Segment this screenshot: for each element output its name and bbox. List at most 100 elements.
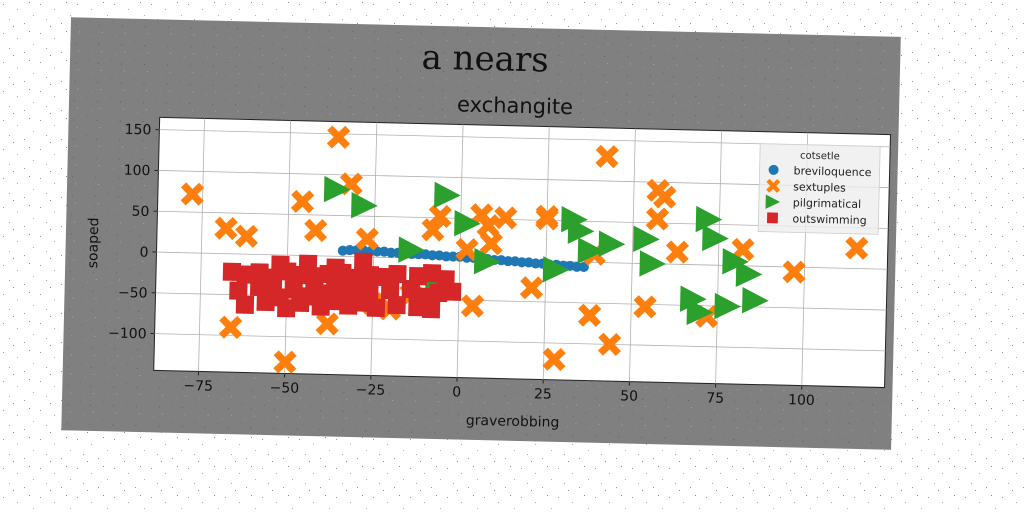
sextuples-point bbox=[180, 182, 205, 206]
grid bbox=[154, 118, 891, 386]
legend-label-pilgrimatical: pilgrimatical bbox=[793, 196, 862, 211]
sextuples-point bbox=[479, 231, 503, 256]
sextuples-point bbox=[428, 204, 452, 228]
x-gridline bbox=[198, 118, 205, 372]
sextuples-point bbox=[653, 185, 677, 209]
legend-marker-breviloquence bbox=[768, 164, 779, 175]
sextuples-point bbox=[665, 240, 690, 264]
y-tick-label: −50 bbox=[118, 285, 148, 302]
outswimming-point bbox=[339, 296, 358, 315]
pilgrimatical-point bbox=[741, 286, 769, 314]
pilgrimatical-point bbox=[598, 230, 626, 257]
sextuples-point bbox=[577, 303, 602, 328]
sextuples-point bbox=[597, 332, 622, 357]
sextuples-point bbox=[455, 237, 479, 262]
x-axis-label: graverobbing bbox=[466, 413, 560, 431]
outswimming-point bbox=[354, 252, 373, 272]
sextuples-point bbox=[315, 312, 339, 336]
pilgrimatical-point bbox=[577, 237, 605, 264]
pilgrimatical-point bbox=[351, 192, 378, 219]
pilgrimatical-point bbox=[633, 225, 660, 252]
sextuples-point bbox=[845, 236, 869, 260]
pilgrimatical-point bbox=[702, 224, 729, 252]
x-gridline bbox=[629, 128, 636, 382]
sextuples-point bbox=[214, 216, 238, 241]
y-tick-label: 50 bbox=[131, 204, 149, 220]
x-tick-label: 50 bbox=[620, 388, 638, 404]
outswimming-point bbox=[421, 299, 441, 319]
figure-suptitle: a nears bbox=[421, 38, 549, 81]
sextuples-point bbox=[218, 315, 243, 339]
pilgrimatical-point bbox=[639, 250, 667, 277]
outswimming-point bbox=[222, 262, 242, 281]
legend-label-breviloquence: breviloquence bbox=[793, 164, 871, 179]
outswimming-point bbox=[429, 283, 448, 303]
pilgrimatical-point bbox=[454, 209, 481, 237]
sextuples-point bbox=[234, 224, 259, 248]
sextuples-point bbox=[303, 218, 328, 243]
x-gridline bbox=[715, 130, 722, 384]
outswimming-point bbox=[298, 287, 317, 306]
pilgrimatical-point bbox=[679, 285, 707, 312]
sextuples-point bbox=[535, 204, 559, 229]
sextuples-point bbox=[519, 276, 544, 300]
pilgrimatical-point bbox=[323, 175, 351, 203]
sextuples-point bbox=[476, 213, 500, 238]
outswimming-point bbox=[229, 281, 248, 300]
y-tick-label: 0 bbox=[139, 245, 148, 261]
outswimming-point bbox=[311, 297, 330, 316]
sextuples-point bbox=[595, 144, 619, 169]
y-tick-label: −100 bbox=[108, 326, 147, 343]
axis-ticks: −75 −50 −25 0 25 50 75 100 −100 −50 0 50 100 150 bbox=[108, 122, 815, 409]
y-tick-label: 150 bbox=[124, 122, 151, 139]
sextuples-point bbox=[782, 260, 806, 284]
y-gridline bbox=[154, 333, 886, 352]
x-tick-label: 100 bbox=[788, 392, 815, 409]
outswimming-point bbox=[353, 293, 372, 312]
data-marks bbox=[180, 125, 869, 374]
outswimming-point bbox=[380, 280, 400, 300]
x-gridline bbox=[456, 124, 464, 378]
sextuples-point bbox=[273, 350, 297, 374]
outswimming-point bbox=[236, 265, 255, 284]
sextuples-point bbox=[460, 294, 485, 318]
series-pilgrimatical bbox=[323, 175, 769, 326]
pilgrimatical-point bbox=[542, 256, 570, 283]
pilgrimatical-point bbox=[686, 298, 714, 326]
outswimming-point bbox=[250, 263, 269, 282]
sextuples-point bbox=[645, 207, 670, 231]
outswimming-point bbox=[387, 295, 406, 315]
sextuples-point bbox=[493, 206, 518, 230]
legend-label-sextuples: sextuples bbox=[793, 180, 846, 194]
x-tick-label: 25 bbox=[534, 386, 552, 402]
x-gridline bbox=[284, 120, 292, 374]
sextuples-point bbox=[542, 347, 566, 372]
x-tick-label: −50 bbox=[269, 380, 299, 397]
outswimming-point bbox=[388, 264, 407, 284]
sextuples-point bbox=[355, 227, 379, 251]
x-tick-label: 0 bbox=[452, 384, 461, 400]
pilgrimatical-point bbox=[735, 260, 763, 288]
outswimming-point bbox=[401, 279, 421, 299]
outswimming-point bbox=[366, 298, 386, 318]
legend-label-outswimming: outswimming bbox=[792, 212, 867, 227]
outswimming-point bbox=[442, 282, 462, 301]
outswimming-point bbox=[408, 297, 427, 317]
sextuples-point bbox=[290, 189, 315, 214]
series-outswimming bbox=[222, 252, 462, 319]
pilgrimatical-point bbox=[473, 247, 501, 275]
figure: a nears exchangite −75 −50 −25 0 25 50 75 100 −1… bbox=[61, 17, 901, 450]
chart-title: exchangite bbox=[457, 92, 574, 119]
pilgrimatical-point bbox=[722, 248, 749, 275]
pilgrimatical-point bbox=[561, 205, 588, 233]
sextuples-point bbox=[633, 295, 657, 319]
x-tick-label: −25 bbox=[356, 382, 386, 399]
outswimming-point bbox=[256, 292, 275, 312]
legend-box bbox=[757, 143, 881, 235]
outswimming-point bbox=[249, 277, 269, 297]
outswimming-point bbox=[271, 255, 290, 274]
pilgrimatical-point bbox=[714, 292, 741, 320]
pilgrimatical-point bbox=[567, 217, 595, 244]
